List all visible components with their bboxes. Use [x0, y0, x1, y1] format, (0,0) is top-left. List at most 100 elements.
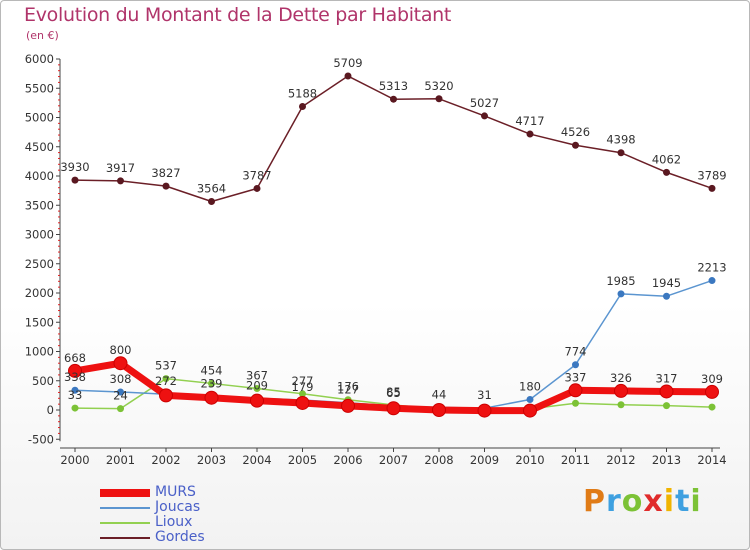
legend-item-lioux: Lioux — [100, 514, 320, 531]
data-point-murs — [68, 363, 82, 378]
data-label-gordes: 4062 — [652, 152, 681, 166]
data-label-joucas: 2213 — [697, 261, 726, 275]
data-label-joucas: 308 — [110, 372, 132, 386]
data-label-murs: 800 — [110, 343, 132, 357]
data-point-gordes — [572, 141, 579, 149]
y-tick-label: -500 — [28, 432, 54, 446]
y-tick-label: 4000 — [25, 169, 54, 183]
data-point-lioux — [162, 375, 170, 383]
data-point-murs — [204, 390, 219, 405]
data-point-gordes — [526, 130, 534, 138]
data-label-gordes: 5188 — [288, 87, 317, 101]
data-label-joucas: 44 — [432, 387, 447, 401]
data-label-joucas: 180 — [519, 379, 541, 393]
x-tick-label: 2011 — [561, 453, 590, 467]
data-point-murs — [477, 403, 492, 418]
data-label-gordes: 3917 — [106, 161, 135, 175]
x-tick-label: 2007 — [379, 453, 408, 467]
x-tick-label: 2010 — [515, 453, 544, 467]
data-label-lioux: 367 — [246, 369, 268, 383]
data-label-joucas: 179 — [292, 380, 314, 394]
legend-label-murs: MURS — [155, 484, 196, 500]
data-point-murs — [568, 383, 583, 398]
data-point-murs — [159, 388, 173, 403]
data-label-murs: 317 — [656, 371, 678, 385]
data-point-gordes — [435, 95, 443, 103]
data-label-gordes: 5320 — [424, 79, 453, 93]
data-point-gordes — [481, 112, 488, 120]
data-label-gordes: 4717 — [515, 114, 544, 128]
y-tick-label: 2500 — [25, 257, 54, 271]
data-point-gordes — [390, 95, 397, 103]
x-tick-label: 2002 — [151, 453, 180, 467]
data-point-lioux — [572, 399, 579, 407]
data-point-murs — [341, 398, 355, 413]
data-point-gordes — [117, 177, 124, 185]
data-label-gordes: 4398 — [606, 133, 635, 147]
x-tick-label: 2004 — [242, 453, 271, 467]
chart-title: Evolution du Montant de la Dette par Hab… — [24, 4, 452, 26]
legend-label-joucas: Joucas — [155, 499, 201, 515]
data-point-murs — [659, 384, 674, 399]
data-point-gordes — [253, 184, 261, 192]
data-point-gordes — [299, 103, 306, 111]
legend-swatch-lioux — [100, 522, 150, 524]
data-point-lioux — [208, 379, 215, 387]
y-tick-label: 5500 — [25, 81, 54, 95]
x-tick-label: 2001 — [106, 453, 135, 467]
legend-label-gordes: Gordes — [155, 529, 205, 545]
data-label-murs: 326 — [610, 371, 632, 385]
data-label-gordes: 5709 — [333, 56, 362, 70]
x-tick-label: 2005 — [288, 453, 317, 467]
data-label-joucas: 1945 — [652, 276, 681, 290]
y-tick-label: 0 — [47, 403, 54, 417]
y-tick-label: 1500 — [25, 315, 54, 329]
data-label-lioux: 85 — [386, 385, 401, 399]
data-point-joucas — [708, 277, 716, 285]
data-label-lioux: 454 — [201, 363, 223, 377]
data-label-gordes: 3787 — [242, 168, 271, 182]
data-point-joucas — [572, 361, 579, 369]
data-point-joucas — [117, 388, 124, 396]
y-tick-label: 1000 — [25, 345, 54, 359]
data-label-lioux: 33 — [68, 388, 83, 402]
data-point-joucas — [617, 290, 625, 298]
data-point-gordes — [71, 176, 79, 184]
x-tick-label: 2006 — [333, 453, 362, 467]
data-point-joucas — [71, 386, 79, 394]
data-point-murs — [523, 403, 537, 418]
data-label-lioux: 24 — [113, 389, 128, 403]
chart-subtitle: (en €) — [26, 29, 59, 42]
proxiti-logo: Proxiti — [583, 484, 702, 519]
data-label-joucas: 65 — [386, 386, 401, 400]
legend-item-gordes: Gordes — [100, 529, 320, 546]
data-point-lioux — [299, 390, 306, 398]
legend-item-joucas: Joucas — [100, 499, 320, 516]
x-tick-label: 2012 — [606, 453, 635, 467]
x-tick-label: 2013 — [652, 453, 681, 467]
x-tick-label: 2000 — [60, 453, 89, 467]
x-tick-label: 2003 — [197, 453, 226, 467]
y-tick-label: 500 — [32, 374, 54, 388]
data-point-murs — [432, 403, 446, 417]
data-point-murs — [113, 356, 128, 371]
legend-swatch-murs — [100, 489, 150, 497]
y-tick-label: 3500 — [25, 198, 54, 212]
data-point-gordes — [162, 182, 170, 190]
data-point-gordes — [708, 184, 716, 192]
data-label-joucas: 338 — [64, 370, 86, 384]
legend-label-lioux: Lioux — [155, 514, 193, 530]
data-label-joucas: 239 — [201, 376, 223, 390]
data-label-gordes: 3789 — [697, 168, 726, 182]
legend-item-murs: MURS — [100, 484, 320, 501]
legend-swatch-joucas — [100, 507, 150, 509]
data-label-lioux: 277 — [292, 374, 314, 388]
data-point-lioux — [253, 385, 261, 393]
data-point-joucas — [663, 292, 670, 300]
x-tick-label: 2014 — [697, 453, 726, 467]
data-point-gordes — [617, 149, 625, 157]
x-tick-label: 2009 — [470, 453, 499, 467]
data-point-murs — [250, 393, 264, 408]
